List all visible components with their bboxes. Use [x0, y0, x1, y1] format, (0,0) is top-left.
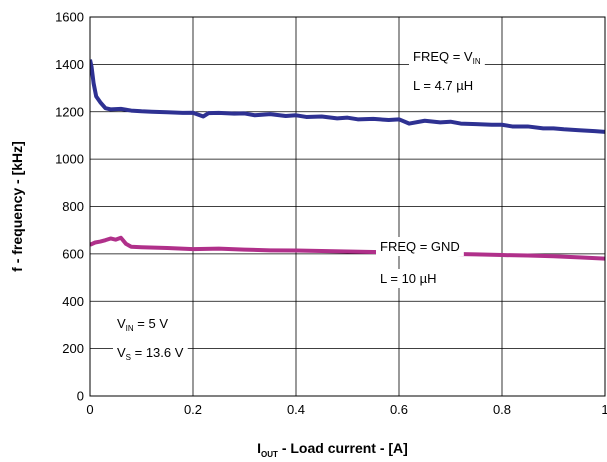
- x-tick-label: 1: [601, 402, 607, 417]
- grid-lines: [89, 16, 606, 397]
- series-2-line: [90, 235, 605, 261]
- annotation-background: [113, 343, 188, 364]
- y-tick-label: 200: [62, 341, 84, 356]
- annotation-text: VS = 13.6 V: [117, 345, 184, 362]
- x-axis-label: IOUT - Load current - [A]: [257, 440, 408, 459]
- annotation-part: L = 4.7 µH: [413, 78, 473, 93]
- x-axis-label-sub: OUT: [261, 450, 278, 459]
- annotation-vs-136: VS = 13.6 V: [113, 343, 188, 364]
- series-group: [90, 59, 605, 261]
- y-tick-label: 1000: [55, 152, 84, 167]
- x-axis-label-main: I: [257, 440, 261, 456]
- annotation-part: FREQ = V: [413, 49, 473, 64]
- annotation-part: FREQ = GND: [380, 239, 460, 254]
- annotation-text: L = 4.7 µH: [413, 78, 473, 93]
- annotation-part: = 13.6 V: [131, 345, 184, 360]
- annotation-text: FREQ = GND: [380, 239, 460, 254]
- annotation-part: = 5 V: [134, 316, 169, 331]
- plot-frame: [89, 16, 606, 397]
- y-tick-label: 0: [77, 389, 84, 404]
- annotation-part: L = 10 µH: [380, 271, 437, 286]
- x-tick-label: 0.6: [390, 402, 408, 417]
- y-tick-label: 1200: [55, 104, 84, 119]
- annotation-freq-vin: FREQ = VIN: [409, 47, 485, 68]
- series-1-line: [90, 59, 605, 134]
- annotation-background: [376, 269, 441, 288]
- y-axis-label: f - frequency - [kHz]: [9, 141, 25, 272]
- y-tick-label: 1600: [55, 10, 84, 25]
- annotation-background: [409, 76, 478, 95]
- annotation-subscript: S: [126, 353, 131, 362]
- annotation-subscript: IN: [126, 324, 134, 333]
- annotation-background: [113, 314, 173, 335]
- annotation-part: V: [117, 345, 126, 360]
- x-tick-label: 0: [86, 402, 93, 417]
- y-tick-label: 600: [62, 246, 84, 261]
- annotation-vin-5v: VIN = 5 V: [113, 314, 173, 335]
- y-tick-label: 800: [62, 199, 84, 214]
- annotation-text: L = 10 µH: [380, 271, 437, 286]
- x-axis-label-rest: - Load current - [A]: [278, 440, 408, 456]
- annotation-text: FREQ = VIN: [413, 49, 481, 66]
- y-tick-label: 1400: [55, 57, 84, 72]
- annotation-l-47: L = 4.7 µH: [409, 76, 478, 95]
- annotation-background: [409, 47, 485, 68]
- annotation-freq-gnd: FREQ = GND: [376, 237, 464, 256]
- annotation-text: VIN = 5 V: [117, 316, 168, 333]
- y-tick-labels: 0 200 400 600 800 1000 1200 1400 1600: [55, 10, 84, 404]
- x-tick-label: 0.2: [184, 402, 202, 417]
- annotation-subscript: IN: [473, 57, 481, 66]
- y-tick-label: 400: [62, 294, 84, 309]
- x-tick-label: 0.4: [287, 402, 305, 417]
- annotation-part: V: [117, 316, 126, 331]
- x-tick-label: 0.8: [493, 402, 511, 417]
- annotation-l-10: L = 10 µH: [376, 269, 441, 288]
- annotation-background: [376, 237, 464, 256]
- x-tick-labels: 0 0.2 0.4 0.6 0.8 1: [86, 402, 607, 417]
